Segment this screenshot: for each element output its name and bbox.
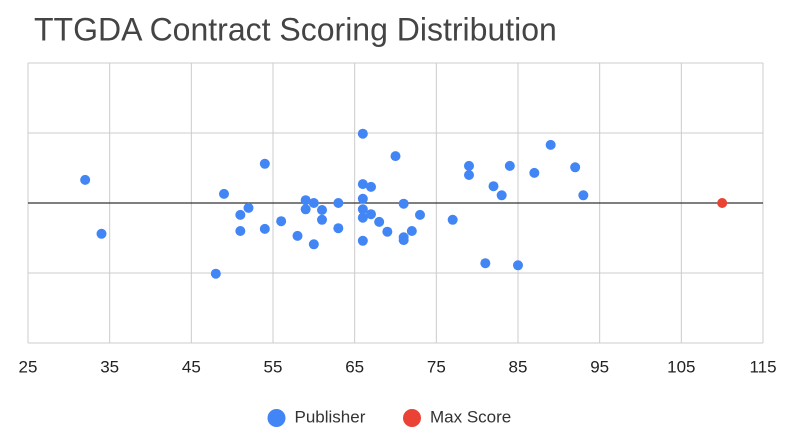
point	[80, 174, 91, 185]
point	[357, 212, 368, 223]
x-tick-label: 65	[345, 357, 364, 376]
point	[374, 216, 385, 227]
x-tick-label: 95	[590, 357, 609, 376]
point	[317, 205, 327, 215]
point	[300, 195, 311, 206]
point	[96, 228, 107, 239]
point	[496, 190, 507, 201]
x-tick-label: 25	[19, 357, 38, 376]
chart-title: TTGDA Contract Scoring Distribution	[34, 11, 557, 47]
point	[717, 198, 728, 208]
x-tick-label: 45	[182, 357, 201, 376]
x-tick-label: 55	[264, 357, 283, 376]
point	[259, 223, 270, 234]
legend-label: Publisher	[295, 407, 366, 426]
point	[259, 158, 270, 169]
point	[292, 230, 303, 241]
point	[488, 181, 499, 192]
point	[382, 226, 393, 237]
point	[276, 216, 287, 227]
x-tick-label: 115	[749, 357, 776, 376]
x-tick-label: 75	[427, 357, 446, 376]
point	[464, 170, 474, 180]
point	[317, 214, 327, 225]
point	[570, 162, 581, 173]
point	[578, 190, 589, 201]
point	[219, 188, 229, 199]
point	[398, 198, 409, 209]
point	[308, 239, 319, 250]
legend-marker	[267, 409, 286, 427]
point	[513, 260, 523, 271]
point	[357, 235, 368, 246]
point	[406, 226, 417, 236]
legend-marker	[403, 409, 421, 427]
x-tick-label: 105	[667, 357, 695, 376]
point	[398, 235, 409, 246]
point	[308, 198, 319, 208]
x-tick-label: 85	[509, 357, 528, 376]
point	[504, 160, 515, 171]
point	[235, 209, 246, 220]
point	[333, 223, 344, 234]
point	[357, 128, 368, 139]
point	[480, 258, 491, 269]
point	[366, 181, 376, 192]
point	[357, 193, 368, 204]
point	[366, 209, 376, 220]
point	[415, 209, 425, 220]
point	[357, 179, 368, 190]
point	[545, 139, 556, 150]
point	[333, 198, 344, 208]
point	[390, 151, 401, 162]
point	[243, 202, 254, 213]
point	[529, 167, 540, 178]
point	[210, 268, 221, 279]
point	[357, 204, 368, 215]
point	[447, 214, 458, 225]
legend-label: Max Score	[430, 407, 511, 426]
point	[300, 204, 311, 215]
x-tick-label: 35	[100, 357, 119, 376]
point	[464, 160, 474, 171]
point	[235, 226, 246, 236]
